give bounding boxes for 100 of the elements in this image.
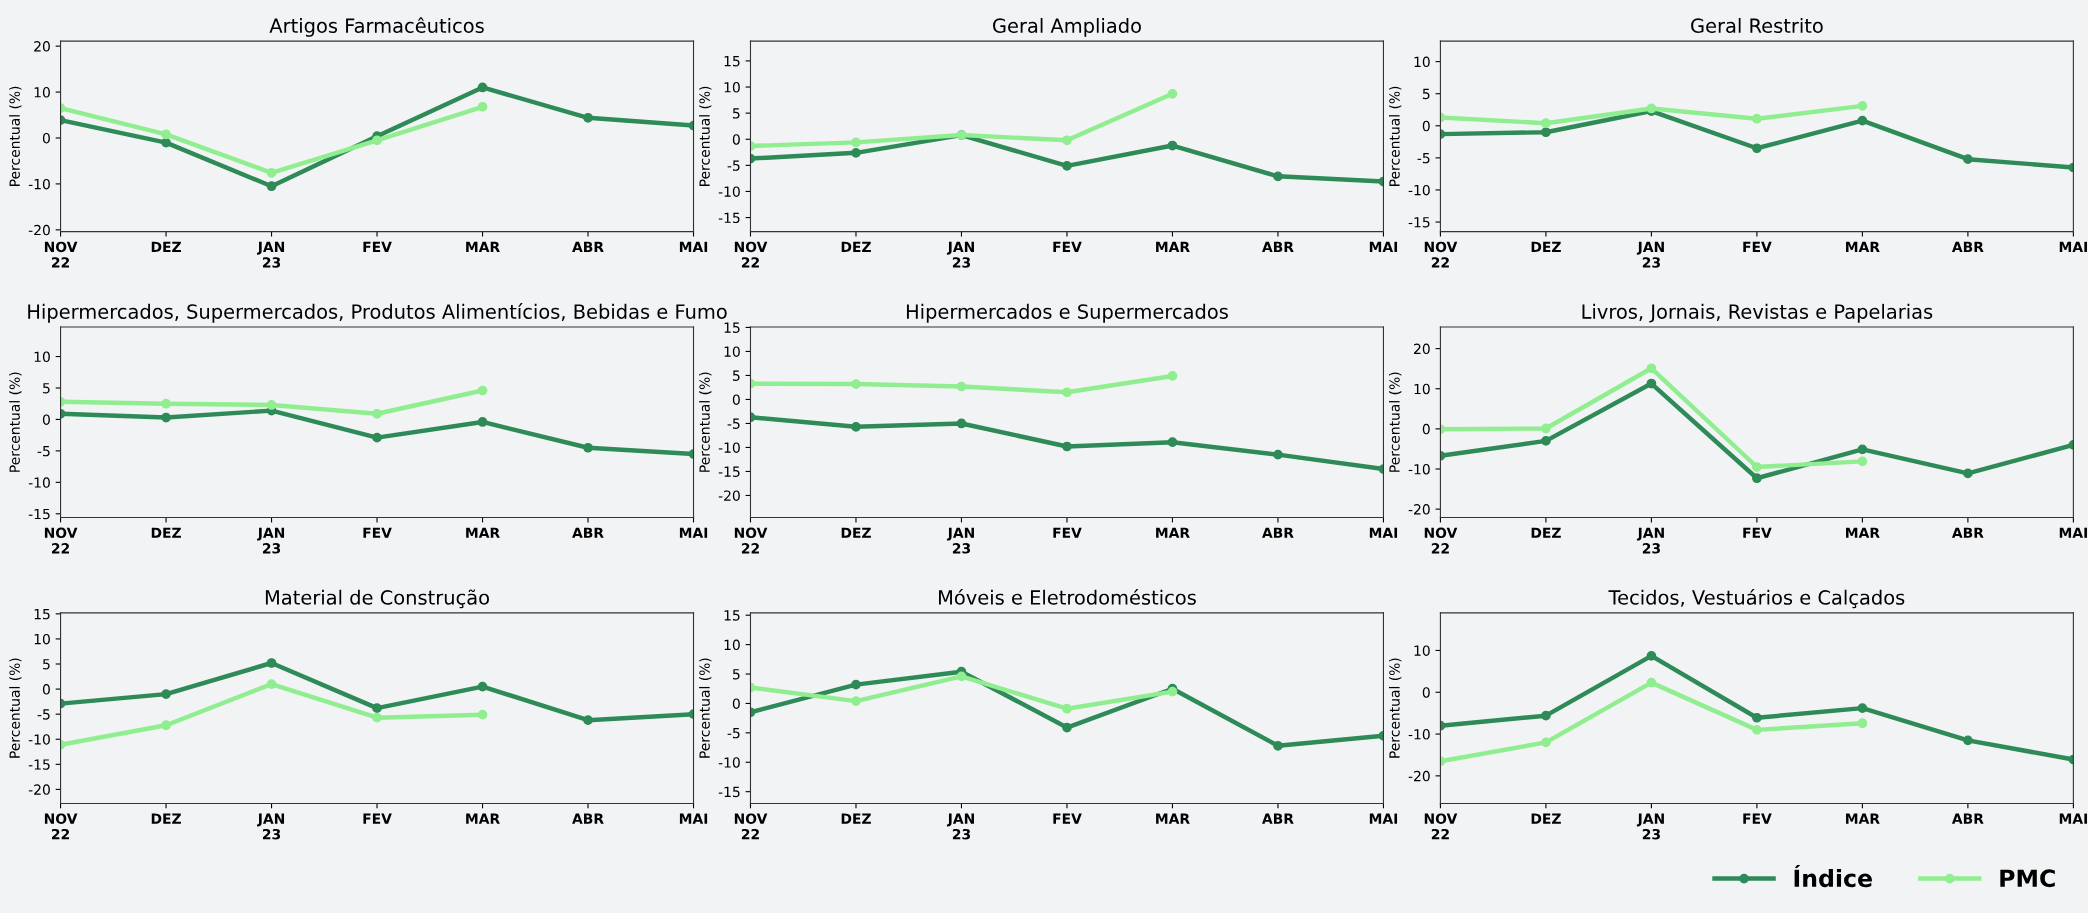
- x-tick-label: MAI: [1369, 527, 1398, 538]
- chart-title: Móveis e Eletrodomésticos: [939, 588, 1196, 605]
- x-tick-label: DEZ: [151, 527, 181, 538]
- x-tick-label: MAI: [679, 241, 708, 252]
- point: [1857, 456, 1868, 467]
- chart-title: Geral Restrito: [1691, 17, 1823, 34]
- y-tick-label: -10: [1408, 463, 1430, 475]
- x-tick-label: JAN 23: [946, 527, 974, 554]
- x-tick-label: MAR: [1156, 813, 1190, 824]
- point: [477, 101, 488, 112]
- x-tick-label: MAR: [1156, 527, 1190, 538]
- chart-title: Livros, Jornais, Revistas e Papelarias: [1582, 303, 1933, 323]
- x-tick-label: DEZ: [1531, 241, 1561, 252]
- point: [851, 696, 861, 706]
- point: [372, 712, 382, 723]
- y-tick-label: -10: [718, 442, 740, 453]
- x-tick-label: MAR: [466, 241, 500, 252]
- y-tick-label: -10: [718, 757, 740, 768]
- point: [851, 421, 861, 432]
- point: [1646, 651, 1657, 661]
- y-tick-label: -15: [718, 786, 740, 798]
- x-tick-label: MAI: [2059, 527, 2087, 538]
- y-tick-label: 5: [1422, 88, 1430, 100]
- y-tick-label: 0: [42, 132, 50, 144]
- point: [266, 181, 277, 192]
- y-tick-label: -5: [727, 160, 740, 171]
- x-tick-label: DEZ: [151, 241, 181, 252]
- y-tick-label: 0: [1422, 687, 1430, 698]
- point: [851, 147, 861, 158]
- point: [266, 400, 277, 410]
- x-tick-label: FEV: [363, 813, 392, 824]
- point: [266, 658, 277, 668]
- point: [1541, 710, 1551, 721]
- x-tick-label: NOV 22: [1424, 527, 1458, 554]
- point: [1062, 441, 1072, 452]
- point: [1167, 371, 1178, 381]
- x-tick-label: ABR: [1951, 813, 1984, 824]
- y-axis-title: Percentual (%): [1389, 372, 1402, 472]
- point: [161, 398, 171, 409]
- x-tick-label: JAN 23: [946, 241, 974, 268]
- point: [1273, 449, 1283, 460]
- y-axis-title: Percentual (%): [9, 86, 22, 186]
- y-tick-label: 0: [732, 134, 740, 145]
- point: [956, 418, 967, 429]
- point: [1167, 140, 1178, 151]
- point: [1541, 423, 1551, 434]
- x-tick-label: FEV: [363, 241, 392, 252]
- x-tick-label: ABR: [1262, 527, 1294, 538]
- y-tick-label: 20: [1414, 343, 1430, 355]
- x-tick-label: JAN 23: [256, 241, 285, 268]
- x-tick-label: JAN 23: [256, 813, 285, 840]
- x-tick-label: MAR: [1846, 527, 1880, 538]
- point: [1541, 737, 1551, 748]
- y-tick-label: -10: [28, 477, 50, 488]
- x-tick-label: NOV 22: [44, 813, 78, 840]
- point: [477, 709, 488, 720]
- point: [1646, 363, 1657, 374]
- y-tick-label: 5: [733, 669, 740, 680]
- y-tick-label: -5: [37, 446, 50, 457]
- x-tick-label: MAI: [679, 527, 708, 538]
- y-tick-label: -10: [28, 734, 50, 745]
- y-tick-label: 5: [43, 659, 50, 670]
- x-tick-label: FEV: [1053, 527, 1082, 538]
- point: [1273, 740, 1283, 751]
- x-tick-label: NOV 22: [734, 241, 768, 268]
- y-tick-label: 15: [724, 610, 740, 621]
- point: [1752, 473, 1762, 484]
- point: [1752, 462, 1762, 472]
- y-tick-label: 0: [1422, 423, 1430, 435]
- y-tick-label: -20: [1408, 504, 1430, 515]
- x-tick-label: MAR: [1846, 813, 1880, 824]
- y-tick-label: -20: [1408, 770, 1430, 782]
- y-tick-label: -20: [718, 490, 740, 501]
- point: [1062, 722, 1072, 733]
- point: [266, 168, 277, 178]
- y-tick-label: 15: [34, 609, 50, 620]
- point: [477, 385, 488, 396]
- point: [1062, 703, 1072, 714]
- x-tick-label: FEV: [1743, 241, 1772, 252]
- point: [1062, 135, 1072, 146]
- x-tick-label: ABR: [572, 241, 604, 252]
- y-tick-label: -15: [1408, 217, 1430, 228]
- chart-title: Geral Ampliado: [993, 17, 1141, 37]
- y-axis-title: Percentual (%): [9, 658, 22, 758]
- y-axis-title: Percentual (%): [9, 372, 22, 472]
- y-tick-label: 10: [34, 87, 50, 98]
- point: [1857, 444, 1868, 455]
- point: [1752, 712, 1762, 723]
- x-tick-label: FEV: [1053, 241, 1082, 252]
- y-tick-label: 10: [724, 82, 740, 93]
- y-tick-label: 0: [732, 698, 740, 709]
- x-tick-label: NOV 22: [1424, 813, 1458, 840]
- point: [1752, 113, 1762, 124]
- x-tick-label: ABR: [1951, 527, 1984, 538]
- y-tick-label: -10: [28, 178, 50, 190]
- point: [372, 703, 382, 714]
- point: [1646, 378, 1657, 389]
- y-tick-label: 10: [34, 351, 50, 363]
- x-tick-label: DEZ: [1531, 813, 1561, 824]
- y-tick-label: -5: [727, 418, 740, 429]
